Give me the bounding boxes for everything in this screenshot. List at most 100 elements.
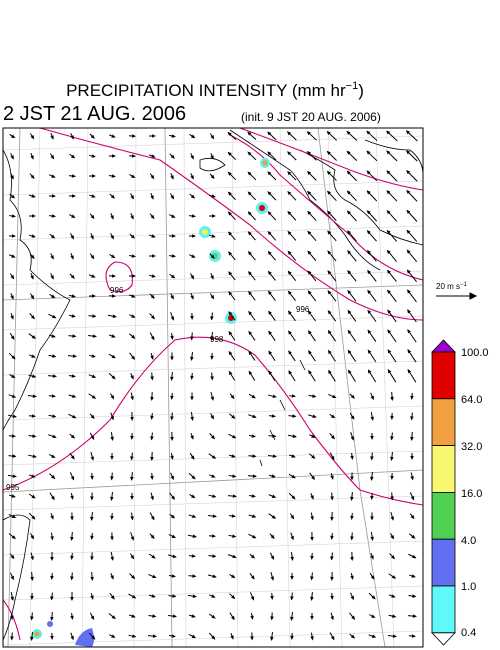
wind-head [326,190,331,195]
wind-head [130,536,135,541]
wind-head [90,235,94,240]
wind-head [171,534,177,539]
isobar-label: 995 [6,483,20,492]
wind-head [30,254,35,259]
wind-head [211,534,216,538]
wind-head [170,455,174,460]
wind-head [30,595,34,600]
grid-line [3,315,423,331]
precip-cell [34,631,40,637]
wind-head [170,376,174,381]
wind-head [411,574,416,578]
wind-head [310,615,314,620]
wind-vectors [7,130,418,641]
wind-head [71,394,77,398]
wind-head [327,270,332,275]
isobar [3,599,21,641]
wind-head [326,170,331,175]
wind-head [287,190,292,196]
wind-head [210,254,215,260]
wind-head [131,614,136,618]
wind-head [211,194,216,198]
wind-head [227,151,232,156]
wind-head [312,394,317,398]
wind-head [326,130,331,136]
wind-head [312,414,317,419]
wind-head [330,414,336,419]
wind-head [51,194,56,198]
wind-head [231,595,236,600]
wind-head [307,250,312,255]
wind-head [367,369,372,374]
wind-head [350,455,354,460]
wind-head [72,354,77,358]
wind-head [327,309,332,315]
wind-head [191,514,197,518]
reference-head [469,292,478,300]
wind-head [272,394,277,398]
wind-head [410,416,414,421]
precip-cells [32,158,270,647]
wind-head [308,369,312,375]
wind-head [406,249,411,254]
wind-head [10,636,14,641]
wind-head [288,330,292,335]
wind-head [110,395,115,400]
wind-head [71,374,76,378]
wind-head [210,174,215,179]
wind-head [230,635,234,640]
wind-head [151,154,156,158]
colorbar-label: 64.0 [461,394,482,406]
wind-head [170,295,174,300]
wind-head [347,289,352,295]
wind-head [410,476,414,481]
wind-head [50,515,54,520]
wind-head [327,230,332,235]
grid-line [375,128,395,647]
wind-head [347,369,352,374]
wind-head [370,516,374,521]
wind-head [291,394,296,398]
wind-head [170,356,174,361]
wind-head [110,595,115,600]
wind-head [70,555,74,560]
wind-head [130,456,134,461]
wind-head [350,436,355,441]
wind-head [405,150,411,155]
wind-head [307,230,312,235]
grid-line [3,360,423,376]
wind-head [231,574,236,579]
wind-head [287,310,292,315]
wind-head [350,575,354,580]
wind-head [170,335,174,340]
grid-line [3,585,423,601]
isobar [239,128,423,191]
wind-head [130,375,134,380]
wind-head [307,330,312,335]
wind-head [328,369,332,375]
wind-head [90,535,94,540]
wind-head [267,270,272,276]
wind-head [10,134,16,139]
wind-head [31,214,36,218]
grid-line [327,128,343,647]
wind-head [290,515,295,520]
wind-head [190,416,194,421]
wind-head [291,454,296,458]
wind-head [406,229,411,234]
wind-head [392,634,397,638]
wind-head [131,355,136,360]
wind-head [192,574,197,578]
wind-head [290,635,294,640]
wind-head [111,154,116,158]
wind-head [71,194,76,198]
coastlines [3,129,423,641]
wind-head [130,516,134,521]
wind-head [130,495,134,500]
wind-head [210,316,214,321]
wind-head [130,234,135,239]
wind-head [228,311,233,316]
wind-head [227,131,232,136]
wind-head [306,151,311,156]
